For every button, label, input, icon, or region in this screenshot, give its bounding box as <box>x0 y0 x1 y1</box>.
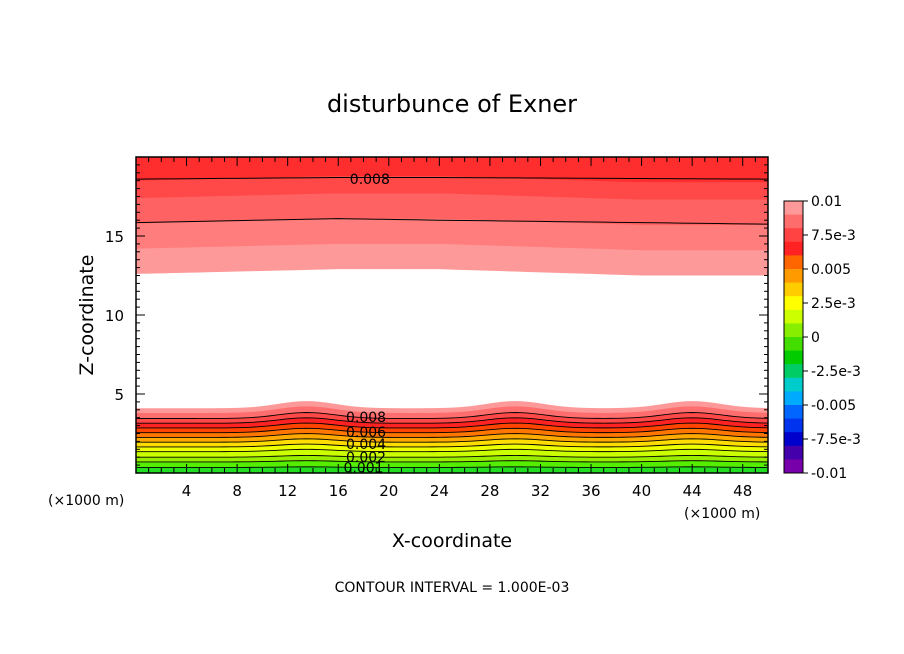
bottom-contour-line-9 <box>136 417 769 424</box>
colorbar-swatch-9 <box>784 323 803 338</box>
colorbar-label-4: 0 <box>811 330 820 346</box>
x-tick-label-7: 32 <box>531 482 550 500</box>
colorbar-swatch-7 <box>784 296 803 311</box>
x-unit-right: (×1000 m) <box>684 506 760 522</box>
x-axis-label: X-coordinate <box>392 530 512 552</box>
bottom-contour-line-1 <box>136 460 769 463</box>
colorbar-label-5: -2.5e-3 <box>811 364 861 380</box>
x-tick-label-1: 8 <box>232 482 242 500</box>
colorbar-swatch-14 <box>784 391 803 406</box>
y-tick-label-1: 10 <box>105 307 124 325</box>
top-fill-band-4 <box>136 157 768 183</box>
colorbar-label-6: -0.005 <box>811 398 856 414</box>
x-tick-label-8: 36 <box>581 482 600 500</box>
bottom-contour-line-6 <box>136 433 769 438</box>
colorbar-swatch-11 <box>784 350 803 365</box>
colorbar-swatch-8 <box>784 309 803 324</box>
colorbar: 0.01 7.5e-3 0.005 2.5e-3 0 -2.5e-3 -0.005 -7.5e… <box>783 194 861 482</box>
colorbar-label-0: 0.01 <box>811 194 842 210</box>
x-tick-label-10: 44 <box>683 482 702 500</box>
colorbar-swatch-6 <box>784 282 803 297</box>
colorbar-swatch-15 <box>784 405 803 420</box>
bottom-contour-line-10 <box>136 412 769 419</box>
contour-label-4: 0.002 <box>346 450 386 466</box>
colorbar-swatch-13 <box>784 377 803 392</box>
bottom-contour-line-2 <box>136 455 769 458</box>
x-tick-label-4: 20 <box>379 482 398 500</box>
x-tick-label-0: 4 <box>182 482 192 500</box>
x-tick-label-3: 16 <box>329 482 348 500</box>
colorbar-swatch-19 <box>784 459 803 474</box>
colorbar-swatch-5 <box>784 269 803 284</box>
colorbar-label-1: 7.5e-3 <box>811 228 856 244</box>
y-tick-label-0: 5 <box>114 386 124 404</box>
y-tick-label-2: 15 <box>105 228 124 246</box>
contour-interval-footer: CONTOUR INTERVAL = 1.000E-03 <box>335 580 570 596</box>
bottom-contour-line-3 <box>136 448 769 453</box>
contour-label-0: 0.008 <box>350 172 390 188</box>
colorbar-swatch-3 <box>784 241 803 256</box>
chart-title: disturbunce of Exner <box>327 90 577 118</box>
x-tick-label-5: 24 <box>430 482 449 500</box>
colorbar-swatch-17 <box>784 432 803 447</box>
colorbar-swatch-2 <box>784 228 803 243</box>
colorbar-swatch-4 <box>784 255 803 270</box>
contour-label-1: 0.008 <box>346 410 386 426</box>
x-tick-label-6: 28 <box>480 482 499 500</box>
colorbar-label-7: -7.5e-3 <box>811 432 861 448</box>
bottom-contour-line-7 <box>136 427 769 434</box>
contour-label-2: 0.006 <box>346 425 386 441</box>
contour-label-3: 0.004 <box>346 437 386 453</box>
top-contour-line-1 <box>135 177 769 180</box>
bottom-contour-line-5 <box>136 438 769 443</box>
y-axis-label: Z-coordinate <box>76 255 98 376</box>
colorbar-swatch-16 <box>784 418 803 433</box>
colorbar-swatch-18 <box>784 445 803 460</box>
colorbar-swatch-0 <box>784 201 803 216</box>
colorbar-swatch-1 <box>784 214 803 229</box>
colorbar-label-8: -0.01 <box>811 466 847 482</box>
colorbar-label-3: 2.5e-3 <box>811 296 856 312</box>
bottom-contour-line-4 <box>136 443 769 448</box>
x-unit-left: (×1000 m) <box>48 493 124 509</box>
x-tick-label-2: 12 <box>278 482 297 500</box>
colorbar-swatch-10 <box>784 337 803 352</box>
colorbar-swatch-12 <box>784 364 803 379</box>
top-contour-line-0 <box>135 218 769 225</box>
x-tick-label-11: 48 <box>733 482 752 500</box>
bottom-contour-line-0 <box>136 466 769 468</box>
bottom-contour-line-8 <box>136 422 769 429</box>
x-tick-label-9: 40 <box>632 482 651 500</box>
colorbar-label-2: 0.005 <box>811 262 851 278</box>
